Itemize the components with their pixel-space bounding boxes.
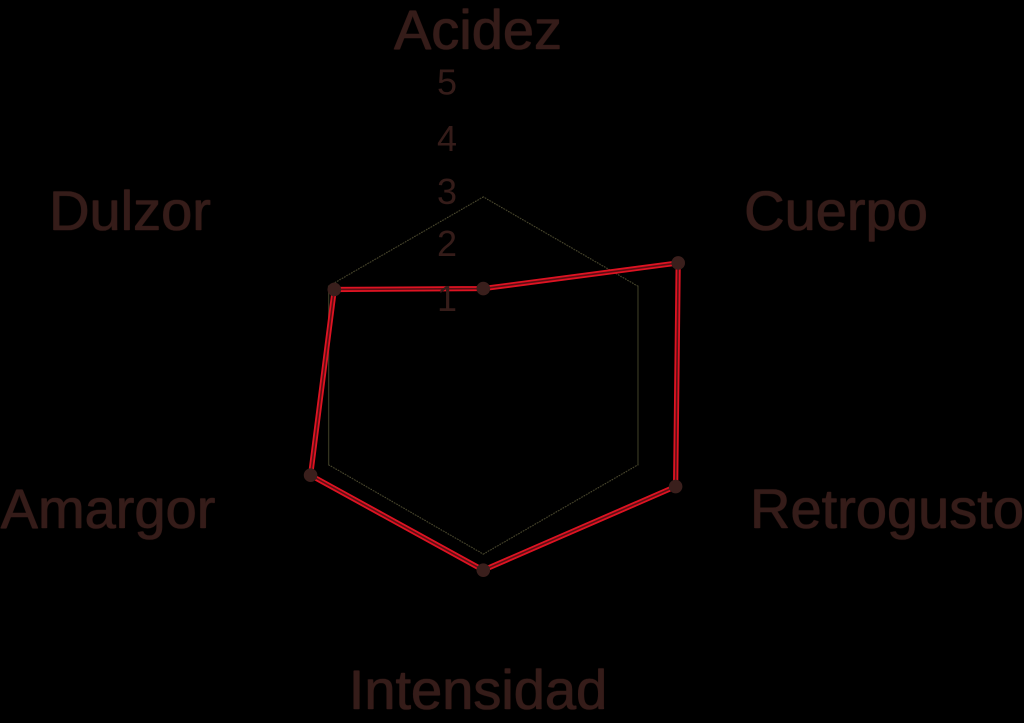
svg-text:1: 1 (437, 278, 457, 319)
svg-text:5: 5 (437, 62, 457, 103)
svg-text:2: 2 (437, 223, 457, 264)
svg-text:3: 3 (437, 171, 457, 212)
svg-text:4: 4 (437, 118, 457, 159)
